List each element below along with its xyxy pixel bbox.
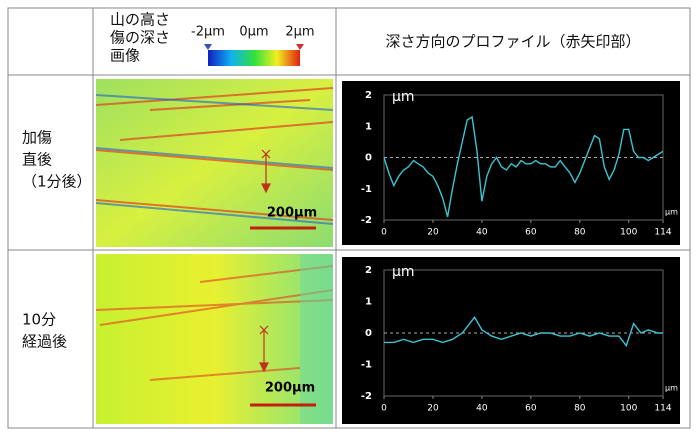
scale-bar-label: 200μm xyxy=(265,381,315,396)
y-tick-label: 2 xyxy=(365,90,372,101)
row-label: 10分 xyxy=(22,311,56,329)
x-tick-label: 20 xyxy=(427,404,439,414)
x-tick-label: 100 xyxy=(620,404,637,414)
header-label: 傷の深さ xyxy=(110,29,170,47)
chart-background xyxy=(342,257,680,424)
header-label: 山の高さ xyxy=(110,11,170,29)
chart-background xyxy=(342,81,680,245)
colorbar-label: 0μm xyxy=(239,25,268,40)
y-tick-label: 2 xyxy=(365,265,372,276)
x-tick-label: 60 xyxy=(525,404,537,414)
x-tick-label: 80 xyxy=(574,404,586,414)
x-unit: μm xyxy=(665,384,678,393)
colorbar-label: -2μm xyxy=(191,25,225,40)
table-grid xyxy=(7,7,691,429)
x-tick-label: 60 xyxy=(525,228,537,238)
colorbar-label: 2μm xyxy=(285,25,314,40)
x-tick-label: 0 xyxy=(381,404,387,414)
x-tick-label: 114 xyxy=(654,404,671,414)
row-label: （1分後） xyxy=(22,173,92,191)
y-tick-label: -1 xyxy=(361,360,372,371)
x-tick-label: 80 xyxy=(574,228,586,238)
y-unit: μm xyxy=(392,89,415,105)
x-unit: μm xyxy=(665,208,678,217)
x-tick-label: 0 xyxy=(381,228,387,238)
y-tick-label: -2 xyxy=(361,391,372,402)
x-tick-label: 40 xyxy=(476,404,488,414)
scale-bar-label: 200μm xyxy=(267,206,317,221)
y-tick-label: 0 xyxy=(365,328,372,339)
x-tick-label: 100 xyxy=(620,228,637,238)
y-tick-label: -2 xyxy=(361,215,372,226)
x-tick-label: 114 xyxy=(654,228,671,238)
height-image xyxy=(95,79,334,424)
header-title: 深さ方向のプロファイル（赤矢印部） xyxy=(385,33,640,51)
y-tick-label: 1 xyxy=(365,297,372,308)
x-tick-label: 40 xyxy=(476,228,488,238)
row-label: 加傷 xyxy=(22,129,52,147)
y-tick-label: 0 xyxy=(365,153,372,164)
y-unit: μm xyxy=(392,264,415,280)
arrow xyxy=(259,149,271,373)
row-label: 経過後 xyxy=(22,333,67,351)
colorbar-marker xyxy=(204,44,212,50)
y-tick-label: 1 xyxy=(365,121,372,132)
colorbar xyxy=(208,50,300,66)
profile-line xyxy=(383,115,664,218)
header-label: 画像 xyxy=(110,47,140,65)
x-tick-label: 20 xyxy=(427,228,439,238)
profile-line xyxy=(384,316,663,348)
colorbar-marker xyxy=(296,44,304,50)
y-tick-label: -1 xyxy=(361,184,372,195)
row-label: 直後 xyxy=(22,151,52,169)
